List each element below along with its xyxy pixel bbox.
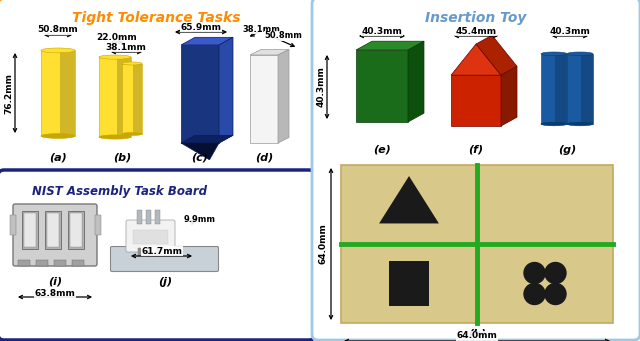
Polygon shape: [116, 57, 131, 137]
Text: Insertion Toy: Insertion Toy: [426, 11, 527, 25]
Polygon shape: [250, 49, 289, 55]
Text: 50.8mm: 50.8mm: [264, 31, 302, 41]
Polygon shape: [556, 54, 567, 124]
Text: 64.0mm: 64.0mm: [319, 224, 328, 264]
Text: (e): (e): [373, 145, 391, 155]
Ellipse shape: [122, 133, 142, 135]
Polygon shape: [451, 75, 501, 126]
Text: (a): (a): [49, 152, 67, 162]
Bar: [138, 248, 141, 256]
Bar: [70, 213, 82, 247]
Text: 64.0mm: 64.0mm: [456, 331, 497, 341]
Ellipse shape: [544, 262, 566, 284]
Ellipse shape: [41, 48, 75, 53]
Polygon shape: [501, 66, 517, 126]
Polygon shape: [181, 143, 219, 160]
Bar: [36, 260, 48, 266]
Bar: [147, 248, 150, 256]
Polygon shape: [451, 44, 501, 75]
Ellipse shape: [541, 52, 567, 56]
Bar: [137, 210, 142, 224]
Ellipse shape: [567, 52, 593, 56]
Bar: [72, 260, 84, 266]
Text: 63.8mm: 63.8mm: [35, 288, 76, 297]
FancyBboxPatch shape: [0, 170, 315, 340]
Ellipse shape: [541, 122, 567, 126]
Polygon shape: [356, 50, 408, 122]
Polygon shape: [181, 45, 219, 143]
Ellipse shape: [544, 283, 566, 305]
Text: 45.4mm: 45.4mm: [456, 27, 497, 35]
Polygon shape: [133, 63, 142, 134]
Bar: [155, 210, 160, 224]
Polygon shape: [60, 50, 75, 136]
Bar: [54, 260, 66, 266]
Polygon shape: [250, 55, 278, 143]
Ellipse shape: [99, 135, 131, 139]
Text: (i): (i): [48, 277, 62, 287]
Bar: [18, 260, 30, 266]
Ellipse shape: [122, 62, 142, 65]
Polygon shape: [122, 63, 142, 134]
Text: NIST Assembly Task Board: NIST Assembly Task Board: [33, 184, 207, 197]
Bar: [388, 262, 429, 306]
Text: 40.3mm: 40.3mm: [317, 66, 326, 107]
Ellipse shape: [41, 134, 75, 138]
Polygon shape: [567, 54, 593, 124]
FancyBboxPatch shape: [312, 0, 640, 340]
Text: 76.2mm: 76.2mm: [4, 73, 13, 114]
Polygon shape: [278, 49, 289, 143]
Polygon shape: [41, 50, 75, 136]
Ellipse shape: [524, 262, 546, 284]
Text: (d): (d): [255, 152, 273, 162]
FancyBboxPatch shape: [13, 204, 97, 266]
Bar: [341, 165, 613, 323]
Bar: [22, 211, 38, 249]
Text: 40.3mm: 40.3mm: [550, 27, 591, 35]
Text: Tight Tolerance Tasks: Tight Tolerance Tasks: [72, 11, 240, 25]
FancyBboxPatch shape: [0, 0, 315, 175]
Text: (c): (c): [191, 152, 209, 162]
Text: 65.9mm: 65.9mm: [180, 23, 221, 31]
Text: 22.0mm: 22.0mm: [97, 32, 138, 42]
Bar: [10, 215, 16, 235]
Ellipse shape: [567, 122, 593, 126]
Bar: [47, 213, 59, 247]
Text: 40.3mm: 40.3mm: [362, 27, 403, 35]
Text: (h): (h): [468, 328, 486, 338]
Text: 38.1mm: 38.1mm: [242, 25, 280, 33]
Polygon shape: [99, 57, 131, 137]
Polygon shape: [181, 135, 233, 143]
Text: (f): (f): [468, 145, 484, 155]
Polygon shape: [219, 37, 233, 143]
Polygon shape: [476, 35, 517, 75]
Text: 50.8mm: 50.8mm: [38, 26, 78, 34]
Polygon shape: [181, 37, 233, 45]
Polygon shape: [541, 54, 567, 124]
Text: 9.9mm: 9.9mm: [184, 216, 216, 224]
Text: 38.1mm: 38.1mm: [106, 43, 147, 51]
FancyBboxPatch shape: [111, 247, 218, 271]
Text: (j): (j): [158, 277, 172, 287]
Bar: [156, 248, 159, 256]
Bar: [45, 211, 61, 249]
Bar: [95, 215, 101, 235]
Text: 61.7mm: 61.7mm: [141, 247, 182, 255]
Bar: [146, 210, 151, 224]
Bar: [133, 230, 168, 244]
FancyBboxPatch shape: [126, 220, 175, 252]
Text: (g): (g): [558, 145, 576, 155]
Ellipse shape: [99, 55, 131, 59]
Polygon shape: [581, 54, 593, 124]
Polygon shape: [379, 176, 439, 223]
Ellipse shape: [524, 283, 546, 305]
Bar: [24, 213, 36, 247]
Polygon shape: [408, 41, 424, 122]
Polygon shape: [356, 41, 424, 50]
Bar: [68, 211, 84, 249]
Text: (b): (b): [113, 152, 131, 162]
